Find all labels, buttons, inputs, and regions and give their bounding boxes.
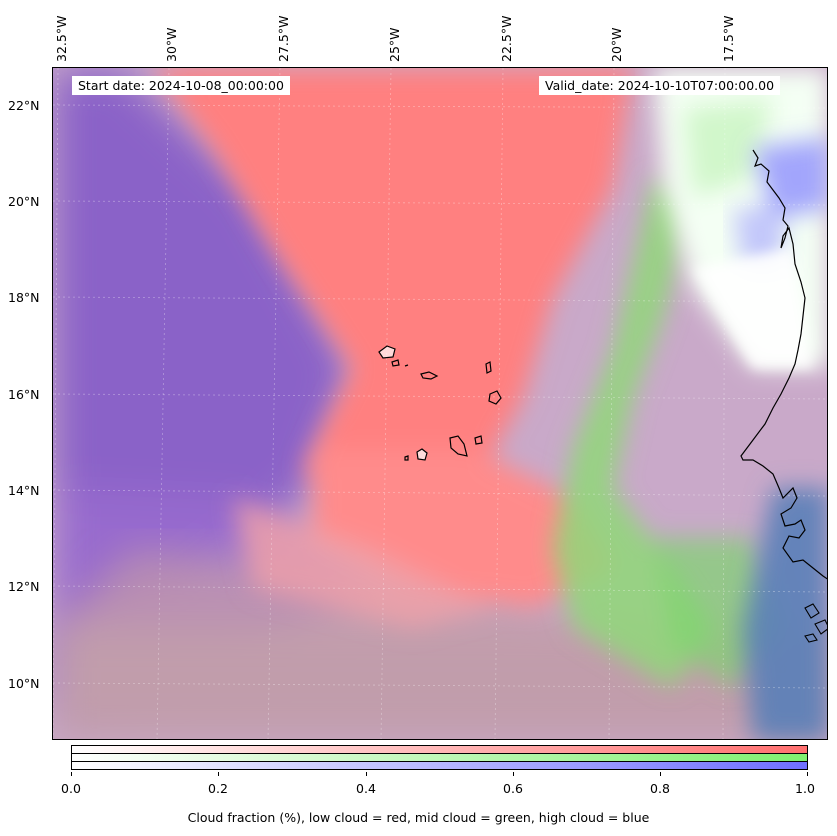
coastline-islands-south <box>804 603 827 643</box>
clear-sky-coast <box>693 248 813 368</box>
cbar-tick-5: 1.0 <box>795 781 815 796</box>
lat-label-14n: 14°N <box>8 483 40 498</box>
lon-label-32-5w: 32.5°W <box>54 15 69 62</box>
cbar-tick-2: 0.4 <box>356 781 376 796</box>
colorbar-mid-cloud <box>71 753 808 762</box>
lat-label-10n: 10°N <box>8 676 40 691</box>
colorbar-high-cloud <box>71 761 808 770</box>
cloud-fraction-map <box>52 67 828 740</box>
low-cloud-region <box>153 68 633 628</box>
colorbar <box>71 745 808 770</box>
africa-coastline <box>740 149 827 580</box>
lat-label-18n: 18°N <box>8 290 40 305</box>
lat-label-20n: 20°N <box>8 194 40 209</box>
start-date-label: Start date: 2024-10-08_00:00:00 <box>72 76 290 95</box>
lat-label-16n: 16°N <box>8 387 40 402</box>
cbar-tickmark-3 <box>513 772 514 776</box>
colorbar-low-cloud <box>71 745 808 754</box>
lat-label-12n: 12°N <box>8 579 40 594</box>
cbar-tickmark-0 <box>71 772 72 776</box>
lon-label-27-5w: 27.5°W <box>276 15 291 62</box>
valid-date-label: Valid_date: 2024-10-10T07:00:00.00 <box>539 76 781 95</box>
cbar-tick-4: 0.8 <box>650 781 670 796</box>
lon-label-20w: 20°W <box>609 27 624 62</box>
lat-label-22n: 22°N <box>8 98 40 113</box>
lon-label-30w: 30°W <box>164 27 179 62</box>
lon-label-17-5w: 17.5°W <box>721 15 736 62</box>
cbar-tickmark-2 <box>366 772 367 776</box>
high-cloud-coast <box>733 138 827 739</box>
cbar-tickmark-5 <box>807 772 808 776</box>
graticule <box>53 68 827 739</box>
cbar-tick-0: 0.0 <box>61 781 81 796</box>
map-canvas <box>53 68 827 739</box>
cbar-tick-1: 0.2 <box>208 781 228 796</box>
colorbar-label: Cloud fraction (%), low cloud = red, mid… <box>187 810 650 825</box>
cbar-tickmark-1 <box>218 772 219 776</box>
cbar-tick-3: 0.6 <box>503 781 523 796</box>
cape-verde-islands <box>378 345 502 461</box>
lon-label-22-5w: 22.5°W <box>499 15 514 62</box>
cbar-tickmark-4 <box>660 772 661 776</box>
lon-label-25w: 25°W <box>387 27 402 62</box>
